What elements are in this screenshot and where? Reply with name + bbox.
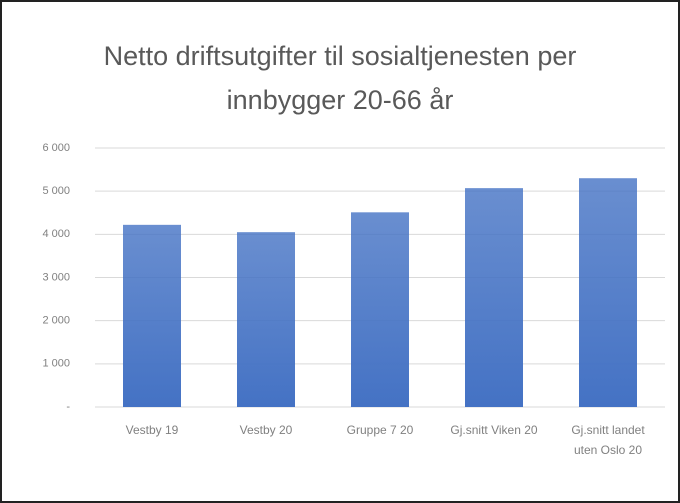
bar [465, 188, 523, 407]
y-tick-label: 4 000 [42, 228, 70, 240]
y-tick-label: 6 000 [42, 142, 70, 154]
chart-title: Netto driftsutgifter til sosialtjenesten… [103, 41, 577, 115]
bar [351, 212, 409, 407]
x-tick-label: Gruppe 7 20 [346, 423, 414, 437]
y-tick-label: - [66, 401, 70, 413]
bar [123, 224, 181, 407]
y-tick-label: 2 000 [42, 315, 70, 327]
x-tick-label: Vestby 19 [125, 423, 179, 437]
x-tick-label: Vestby 20 [239, 423, 293, 437]
y-tick-label: 5 000 [42, 185, 70, 197]
y-tick-label: 3 000 [42, 271, 70, 283]
x-tick-label: Gj.snitt Viken 20 [450, 423, 538, 437]
bar [237, 232, 295, 407]
x-tick-label: Gj.snitt landet uten Oslo 20 [571, 423, 645, 457]
bar [579, 178, 637, 407]
y-tick-label: 1 000 [42, 358, 70, 370]
